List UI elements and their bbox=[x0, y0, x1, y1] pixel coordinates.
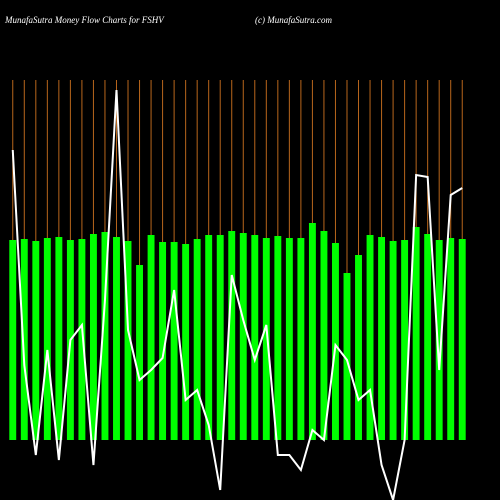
bar bbox=[239, 233, 247, 440]
bar bbox=[9, 240, 17, 440]
bar bbox=[32, 241, 40, 440]
bar bbox=[101, 232, 109, 440]
bar bbox=[412, 227, 420, 440]
chart-title: MunafaSutra Money Flow Charts for FSHV bbox=[4, 15, 165, 25]
bar bbox=[216, 235, 224, 440]
bar bbox=[332, 243, 339, 440]
bar bbox=[320, 231, 328, 440]
bar bbox=[274, 236, 282, 440]
bar bbox=[355, 255, 362, 440]
bar bbox=[193, 239, 201, 440]
bar bbox=[297, 238, 305, 440]
bar bbox=[401, 240, 409, 440]
bar bbox=[136, 265, 143, 440]
bar bbox=[458, 239, 466, 440]
bar bbox=[435, 240, 443, 440]
bar bbox=[159, 242, 167, 440]
bar bbox=[147, 235, 155, 440]
bar bbox=[308, 223, 316, 440]
bar bbox=[113, 237, 120, 440]
bar bbox=[262, 238, 270, 440]
bar bbox=[55, 237, 63, 440]
bar bbox=[20, 239, 28, 440]
bar bbox=[285, 238, 293, 440]
bar bbox=[228, 231, 236, 440]
bar bbox=[378, 237, 386, 440]
bar bbox=[366, 235, 374, 440]
bar bbox=[251, 235, 259, 440]
bar bbox=[170, 242, 178, 440]
bar bbox=[205, 235, 213, 440]
money-flow-line bbox=[11, 89, 463, 500]
bar bbox=[89, 234, 97, 440]
bar bbox=[182, 244, 190, 440]
bar bbox=[124, 241, 132, 440]
bar bbox=[389, 241, 397, 440]
bar bbox=[447, 238, 455, 440]
bar bbox=[43, 238, 51, 440]
bar bbox=[424, 234, 432, 440]
bar bbox=[343, 273, 351, 440]
bar bbox=[78, 239, 86, 440]
chart-subtitle: (c) MunafaSutra.com bbox=[255, 15, 332, 25]
